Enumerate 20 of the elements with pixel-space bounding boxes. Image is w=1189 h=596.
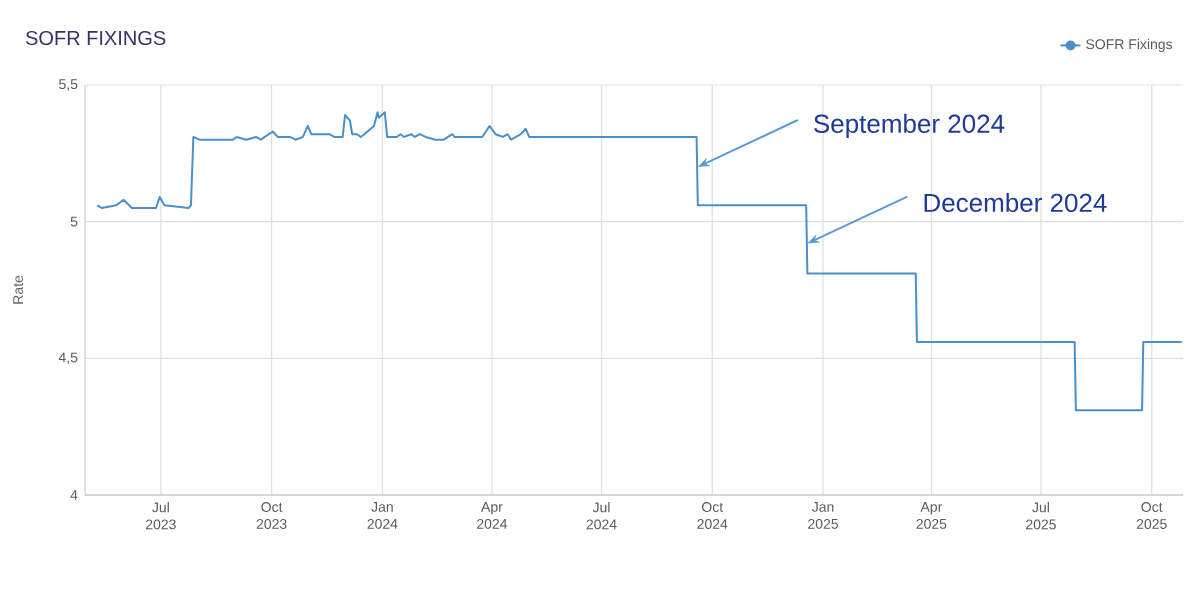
x-tick-label: Apr 2024 — [477, 502, 508, 529]
chart-title: SOFR FIXINGS — [25, 30, 166, 46]
y-tick-label: 5 — [70, 216, 78, 227]
annotation: December 2024 — [924, 192, 1107, 213]
y-axis-title: Rate — [13, 275, 24, 304]
x-tick-label: Jul 2023 — [145, 502, 176, 530]
x-tick-label: Oct 2024 — [697, 502, 728, 529]
x-tick-label: Oct 2023 — [256, 502, 287, 529]
legend-label: SOFR Fixings — [1086, 38, 1173, 52]
line-series — [96, 111, 1183, 412]
x-tick-label: Apr 2025 — [916, 502, 947, 529]
y-tick-label: 4 — [70, 490, 78, 500]
y-tick-label: 5,5 — [59, 79, 78, 91]
x-tick-label: Jan 2024 — [367, 502, 398, 529]
x-tick-label: Jan 2025 — [808, 502, 838, 529]
x-tick-label: Jul 2024 — [586, 502, 617, 530]
x-tick-label: Jul 2025 — [1026, 502, 1056, 530]
annotation: September 2024 — [814, 113, 1005, 139]
y-tick-label: 4,5 — [58, 352, 78, 365]
x-tick-label: Oct 2025 — [1136, 502, 1167, 529]
